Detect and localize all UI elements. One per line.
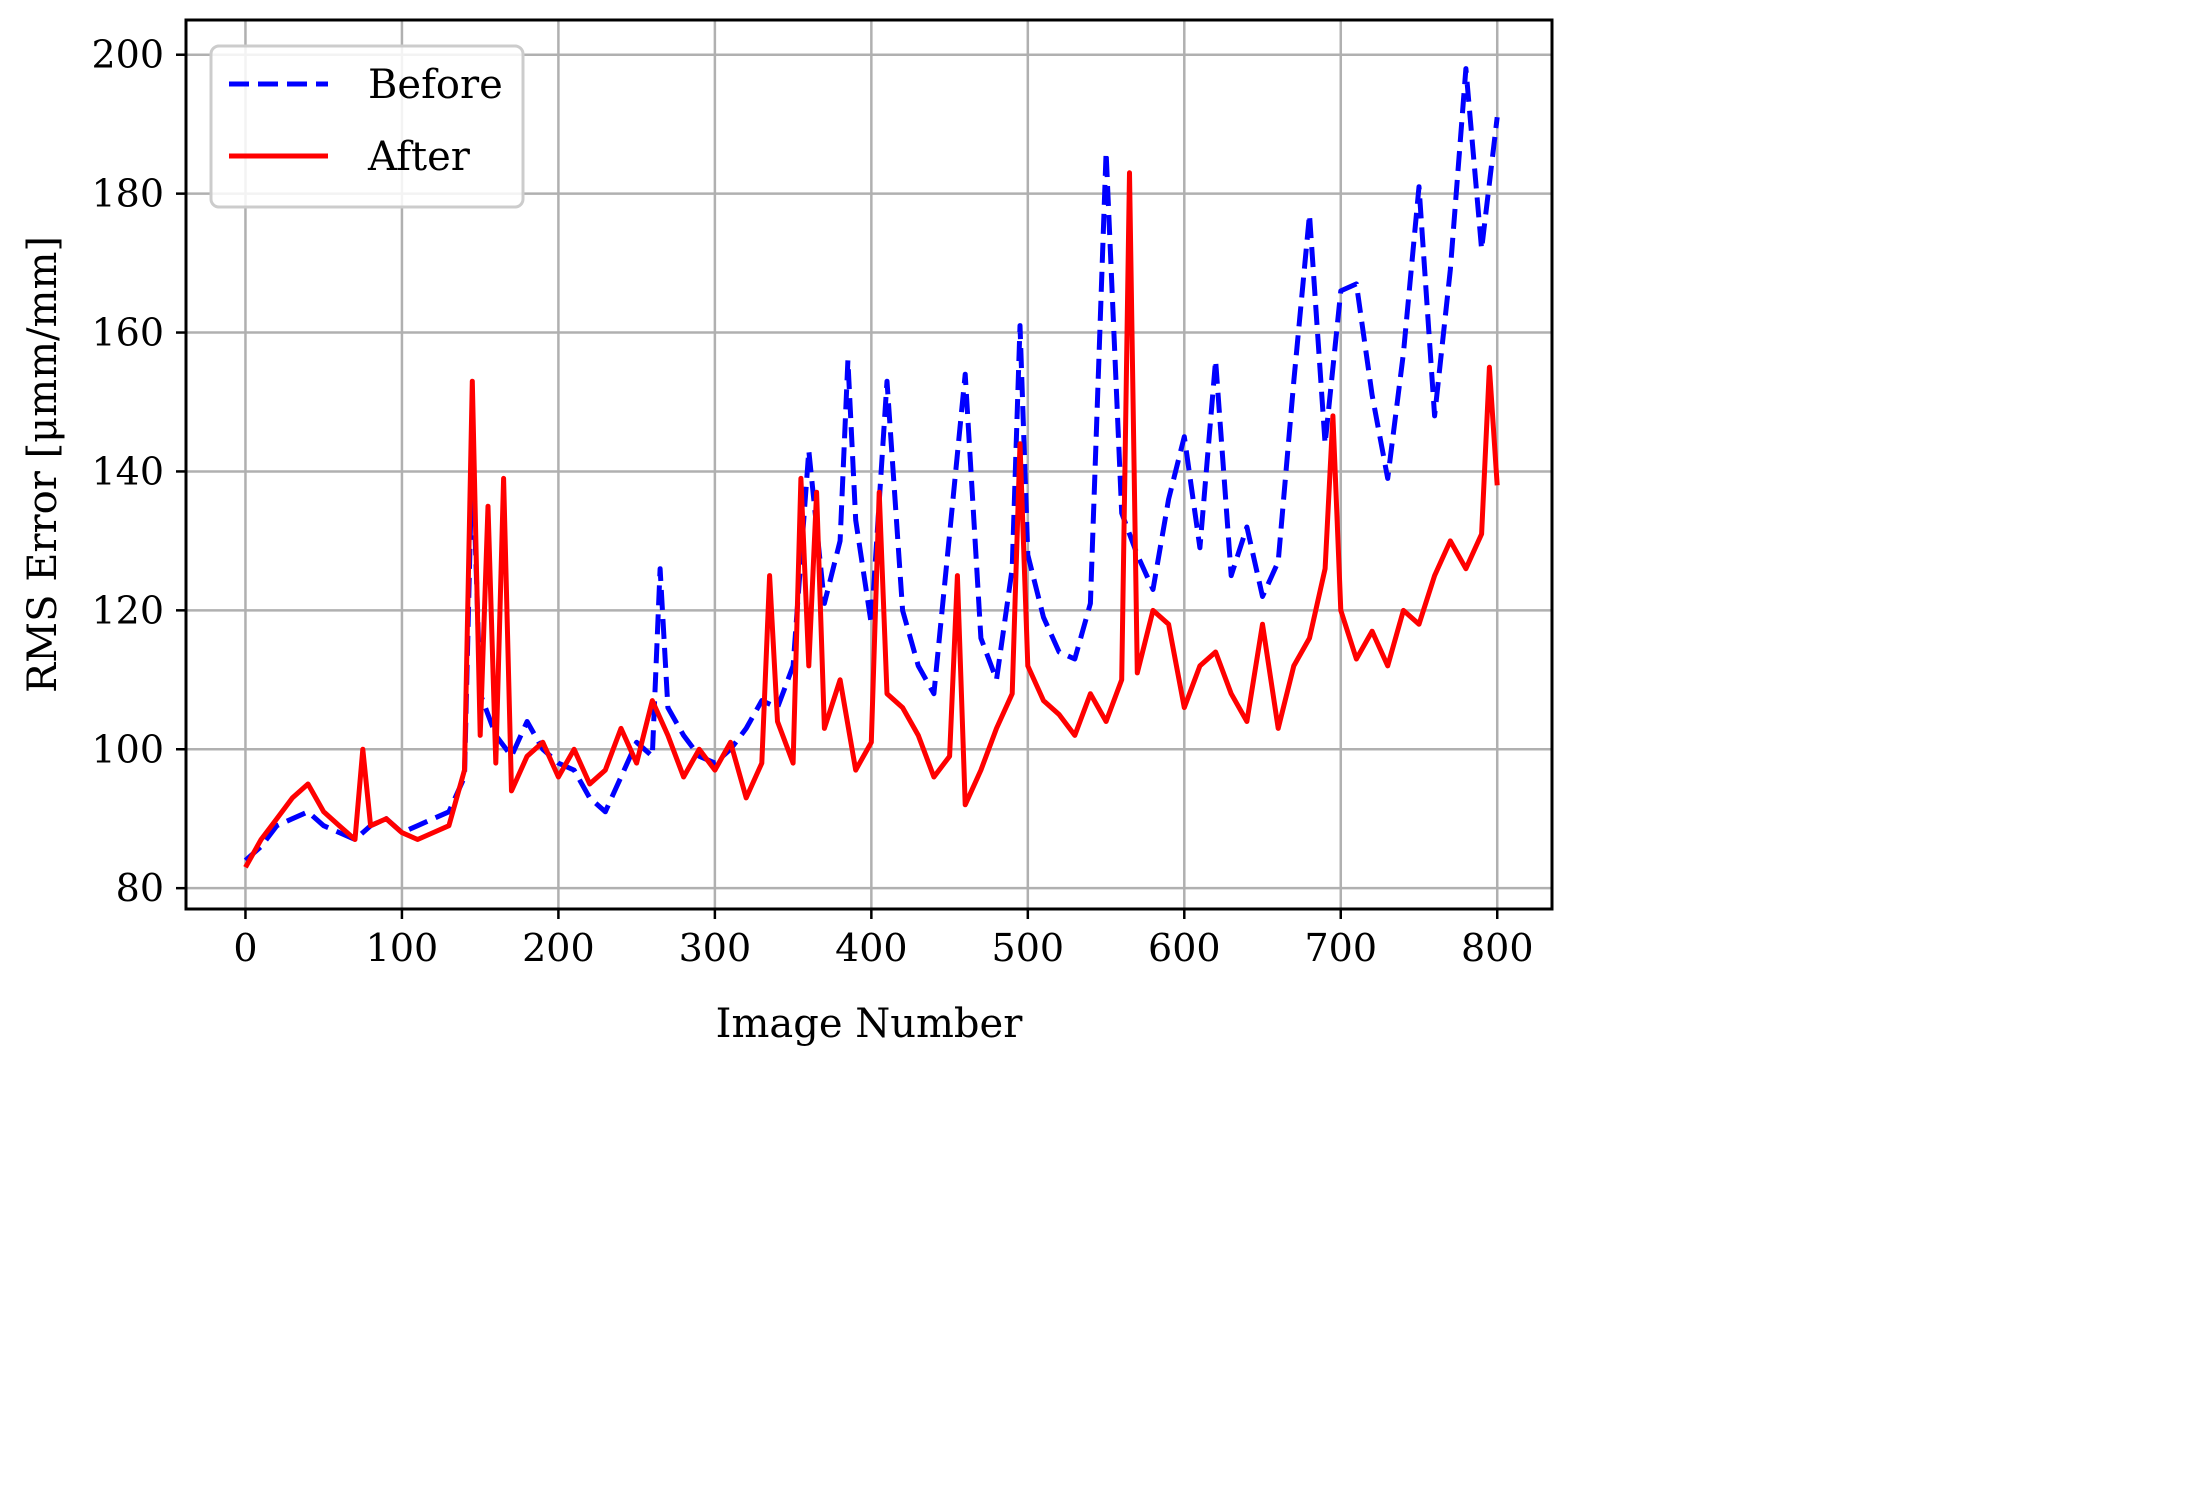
legend: Before After [209, 44, 525, 209]
axis-ticks: 0 100 200 300 400 500 600 700 800 80 100 120 140 160 1… [91, 33, 1533, 970]
y-tick-label: 200 [91, 33, 164, 77]
x-tick-label: 800 [1461, 926, 1534, 970]
y-tick-label: 100 [91, 727, 164, 771]
y-tick-label: 120 [91, 588, 164, 632]
y-tick-label: 140 [91, 449, 164, 493]
series-line-after [243, 170, 1500, 869]
y-axis-label: RMS Error [μmm/mm] [20, 236, 66, 693]
x-tick-label: 300 [679, 926, 752, 970]
legend-label-after: After [367, 134, 471, 180]
y-tick-label: 160 [91, 311, 164, 355]
x-tick-label: 600 [1148, 926, 1221, 970]
x-axis-label: Image Number [716, 1001, 1024, 1047]
data-series [243, 66, 1500, 869]
y-tick-label: 180 [91, 172, 164, 216]
x-tick-label: 100 [366, 926, 439, 970]
legend-label-before: Before [368, 62, 503, 108]
x-tick-label: 400 [835, 926, 908, 970]
x-tick-label: 0 [233, 926, 257, 970]
x-tick-label: 700 [1304, 926, 1377, 970]
plot-frame [184, 18, 1554, 911]
x-tick-label: 500 [992, 926, 1065, 970]
series-line-before [243, 66, 1500, 863]
y-tick-label: 80 [116, 866, 164, 910]
line-chart: 0 100 200 300 400 500 600 700 800 80 100 120 140 160 1… [20, 18, 1554, 1047]
x-tick-label: 200 [522, 926, 595, 970]
